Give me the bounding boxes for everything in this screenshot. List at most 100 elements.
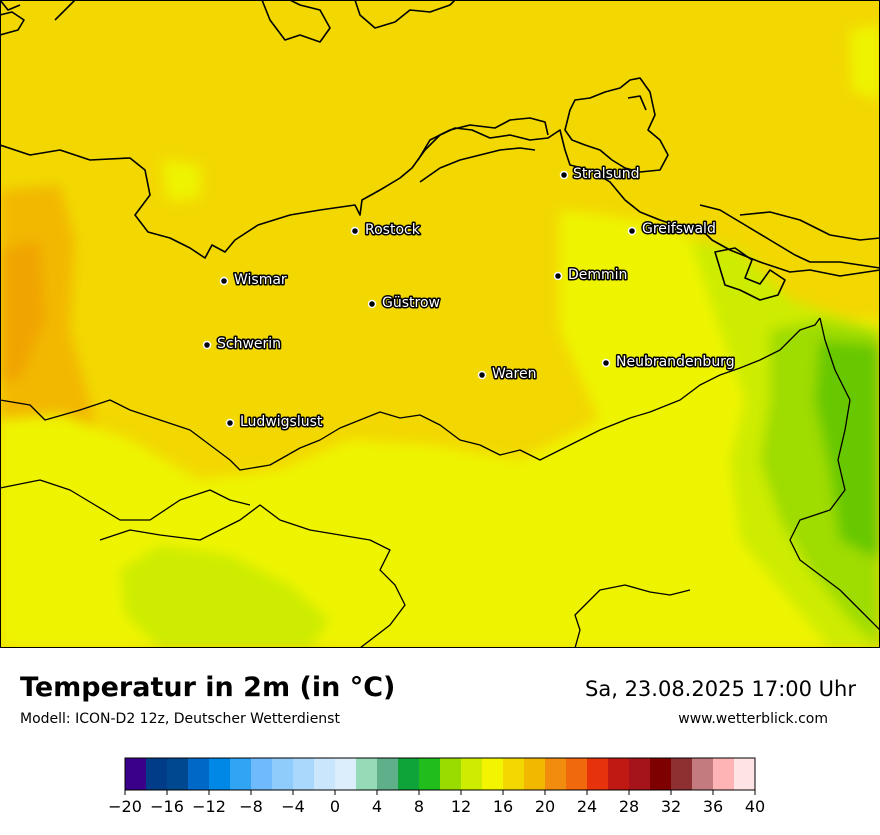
color-swatch bbox=[230, 758, 252, 790]
city-label-ludwigslust: Ludwigslust bbox=[240, 414, 323, 430]
color-swatch bbox=[272, 758, 294, 790]
city-dot-wismar bbox=[219, 276, 229, 286]
color-legend-tick-label: −20 bbox=[108, 797, 142, 816]
color-legend-tick-label: 32 bbox=[661, 797, 681, 816]
color-swatch bbox=[713, 758, 735, 790]
color-swatch bbox=[671, 758, 693, 790]
color-legend-tick-label: −12 bbox=[192, 797, 226, 816]
border-berlin-area bbox=[574, 584, 691, 648]
coast-darss bbox=[417, 117, 549, 161]
city-waren: Waren bbox=[477, 365, 538, 384]
city-dot-rostock bbox=[350, 226, 360, 236]
color-swatch bbox=[125, 758, 147, 790]
color-legend-tick-label: 28 bbox=[619, 797, 639, 816]
city-dot-stralsund bbox=[559, 170, 569, 180]
mild-zone-northeast bbox=[850, 25, 880, 100]
color-legend-tick-label: 36 bbox=[703, 797, 723, 816]
color-swatch bbox=[356, 758, 378, 790]
color-legend-swatches bbox=[125, 758, 756, 790]
color-legend-tick-label: 0 bbox=[330, 797, 340, 816]
map-canvas: Stralsund Rostock Greifswald Wismar Demm… bbox=[0, 0, 880, 648]
color-swatch bbox=[419, 758, 441, 790]
border-poland bbox=[789, 317, 880, 631]
city-label-waren: Waren bbox=[492, 366, 536, 382]
city-schwerin: Schwerin bbox=[202, 335, 283, 354]
city-label-schwerin: Schwerin bbox=[217, 336, 281, 352]
coast-bodden bbox=[419, 147, 536, 183]
color-swatch bbox=[587, 758, 609, 790]
coast-danish-corner bbox=[0, 0, 21, 11]
coast-pomerania bbox=[739, 211, 880, 241]
border-lower-saxony bbox=[0, 479, 251, 521]
color-legend-tick-label: 12 bbox=[451, 797, 471, 816]
color-swatch bbox=[440, 758, 462, 790]
city-label-greifswald: Greifswald bbox=[642, 221, 716, 237]
color-swatch bbox=[524, 758, 546, 790]
color-legend-svg: −20 −16 −12 −8 −4 0 4 8 12 16 20 24 28 32 36 40 bbox=[108, 757, 765, 816]
city-dot-ludwigslust bbox=[225, 418, 235, 428]
city-label-rostock: Rostock bbox=[365, 222, 421, 238]
color-swatch bbox=[167, 758, 189, 790]
model-source: Modell: ICON-D2 12z, Deutscher Wetterdie… bbox=[20, 711, 340, 727]
color-legend-tick-label: 4 bbox=[372, 797, 382, 816]
coast-baltic-germany bbox=[0, 127, 880, 277]
city-neubrandenburg: Neubrandenburg bbox=[601, 353, 736, 372]
city-rostock: Rostock bbox=[350, 221, 422, 240]
color-legend-ticks: −20 −16 −12 −8 −4 0 4 8 12 16 20 24 28 32 36 40 bbox=[108, 790, 765, 816]
coast-ruegen-inner bbox=[627, 95, 647, 111]
city-label-stralsund: Stralsund bbox=[573, 166, 640, 182]
coastlines bbox=[0, 0, 880, 301]
color-legend-tick-label: 20 bbox=[535, 797, 555, 816]
city-ludwigslust: Ludwigslust bbox=[225, 413, 324, 432]
color-swatch bbox=[650, 758, 672, 790]
border-saxony-anhalt bbox=[99, 504, 406, 648]
color-swatch bbox=[335, 758, 357, 790]
color-swatch bbox=[293, 758, 315, 790]
color-legend-tick-label: −4 bbox=[281, 797, 305, 816]
mild-pocket-north bbox=[162, 160, 200, 200]
color-legend-tick-label: 24 bbox=[577, 797, 597, 816]
city-label-guestrow: Güstrow bbox=[382, 295, 440, 311]
coast-falster bbox=[354, 0, 456, 29]
warm-zone-west-core bbox=[0, 240, 45, 380]
color-legend-tick-label: −8 bbox=[239, 797, 263, 816]
city-guestrow: Güstrow bbox=[367, 294, 441, 313]
color-legend-tick-label: 40 bbox=[745, 797, 765, 816]
city-label-neubrandenburg: Neubrandenburg bbox=[616, 354, 735, 370]
temperature-map: Stralsund Rostock Greifswald Wismar Demm… bbox=[0, 0, 880, 648]
city-greifswald: Greifswald bbox=[627, 220, 717, 239]
coast-stettin-lagoon bbox=[714, 247, 786, 301]
city-label-demmin: Demmin bbox=[568, 267, 627, 283]
color-swatch bbox=[692, 758, 714, 790]
city-demmin: Demmin bbox=[553, 266, 629, 285]
map-title: Temperatur in 2m (in °C) bbox=[20, 672, 396, 703]
color-swatch bbox=[251, 758, 273, 790]
color-swatch bbox=[209, 758, 231, 790]
color-swatch bbox=[566, 758, 588, 790]
website-link[interactable]: www.wetterblick.com bbox=[678, 711, 828, 727]
city-dot-demmin bbox=[553, 271, 563, 281]
color-swatch bbox=[398, 758, 420, 790]
city-dot-waren bbox=[477, 370, 487, 380]
color-swatch bbox=[188, 758, 210, 790]
city-stralsund: Stralsund bbox=[559, 165, 641, 184]
border-mv-brandenburg bbox=[0, 317, 821, 471]
coast-ruegen bbox=[564, 77, 669, 173]
coolest-zone-east bbox=[815, 340, 880, 560]
color-legend-tick-label: 8 bbox=[414, 797, 424, 816]
city-dot-neubrandenburg bbox=[601, 358, 611, 368]
color-swatch bbox=[146, 758, 168, 790]
color-swatch bbox=[482, 758, 504, 790]
coast-danish-island-2 bbox=[54, 0, 76, 21]
coast-danish-island-1 bbox=[0, 11, 25, 36]
city-dot-schwerin bbox=[202, 340, 212, 350]
temperature-field-shading bbox=[0, 25, 880, 648]
color-swatch bbox=[314, 758, 336, 790]
city-dot-guestrow bbox=[367, 299, 377, 309]
borders bbox=[0, 317, 880, 648]
color-legend: −20 −16 −12 −8 −4 0 4 8 12 16 20 24 28 32 36 40 bbox=[0, 752, 880, 830]
city-label-wismar: Wismar bbox=[234, 272, 287, 288]
forecast-datetime: Sa, 23.08.2025 17:00 Uhr bbox=[585, 677, 856, 701]
city-wismar: Wismar bbox=[219, 271, 288, 290]
color-swatch bbox=[377, 758, 399, 790]
